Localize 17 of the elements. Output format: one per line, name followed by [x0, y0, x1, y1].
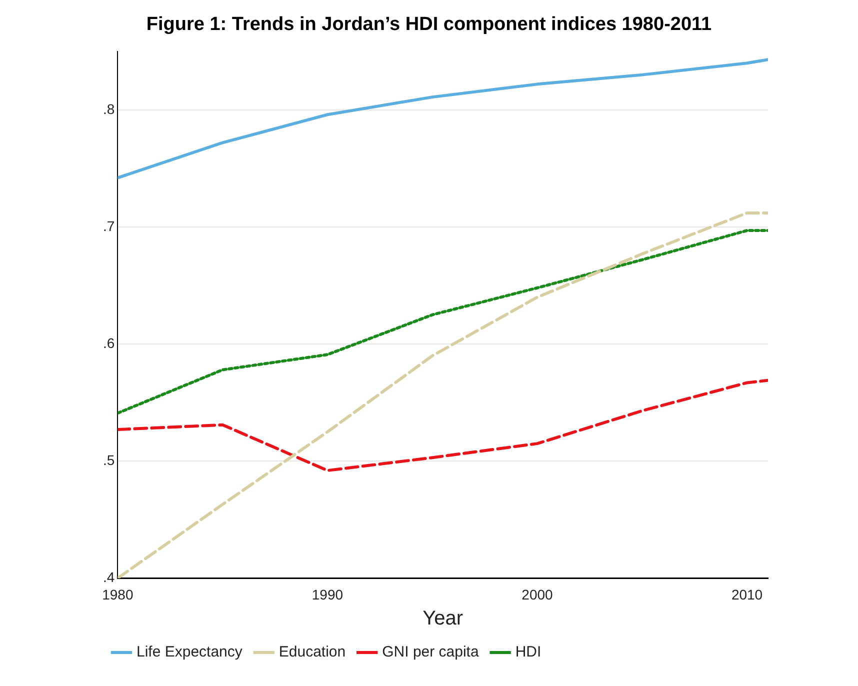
- legend-label: Education: [278, 644, 346, 661]
- line-series: [118, 378, 768, 472]
- legend-label: GNI per capita: [382, 644, 480, 661]
- x-axis-title: Year: [422, 608, 464, 630]
- x-tick-label: 2010: [731, 586, 763, 602]
- y-tick-label: .8: [102, 100, 115, 117]
- y-tick-label: .7: [102, 218, 115, 234]
- line-series: [118, 229, 768, 415]
- legend-label: HDI: [515, 644, 542, 661]
- chart-title: Figure 1: Trends in Jordan’s HDI component indices 1980-2011: [145, 14, 713, 36]
- y-tick-label: .5: [102, 452, 115, 468]
- x-tick-label: 1990: [312, 586, 344, 602]
- y-tick-label: .6: [102, 334, 115, 351]
- x-tick-label: 1980: [102, 586, 134, 602]
- legend-label: Life Expectancy: [136, 644, 243, 661]
- x-tick-label: 2000: [522, 586, 554, 602]
- y-tick-label: .4: [102, 569, 115, 586]
